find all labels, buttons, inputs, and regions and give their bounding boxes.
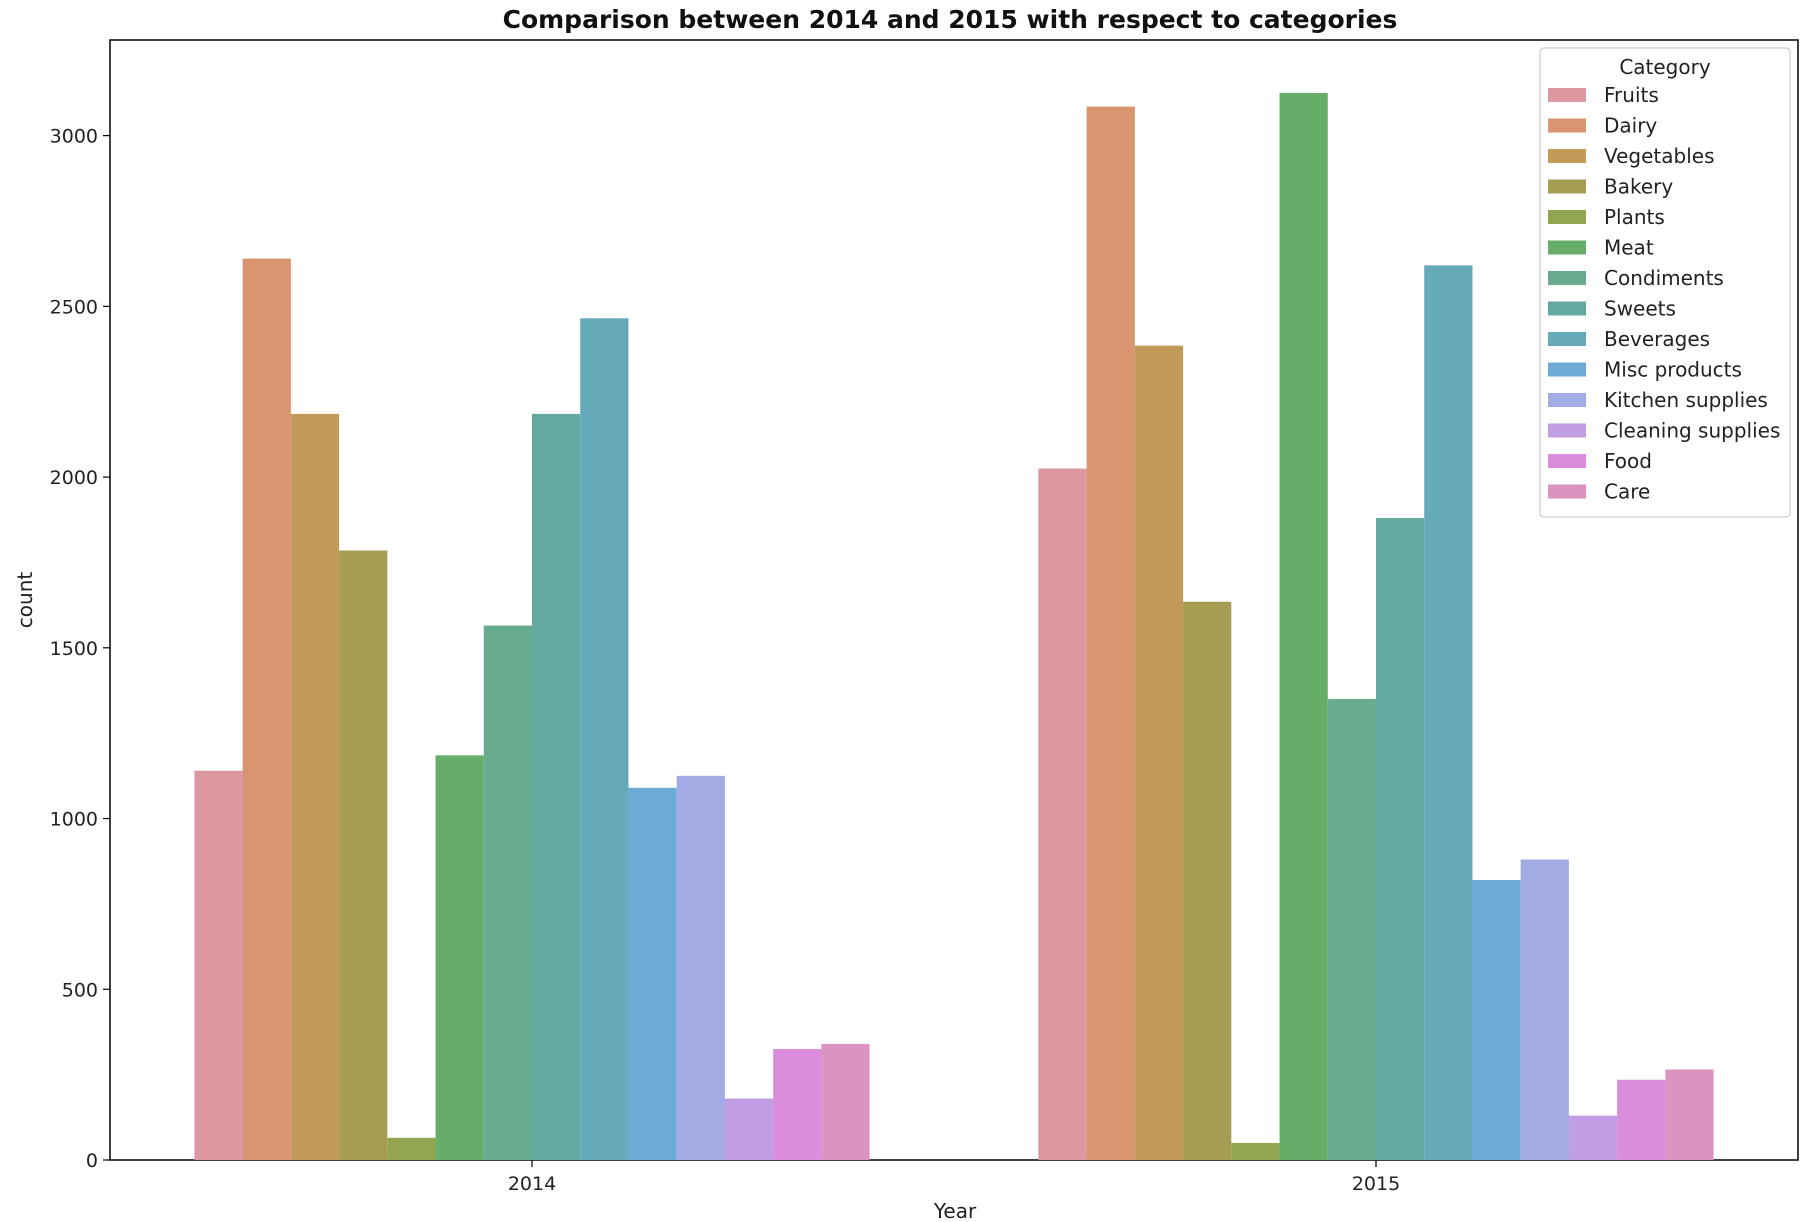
bar-meat-2015 xyxy=(1279,92,1328,1160)
bar-condiments-2014 xyxy=(483,625,532,1160)
legend-entry-label: Vegetables xyxy=(1604,144,1715,168)
bar-sweets-2014 xyxy=(532,413,581,1160)
legend-entry-label: Cleaning supplies xyxy=(1604,419,1780,443)
legend-entry-label: Plants xyxy=(1604,205,1665,229)
legend-entry-label: Kitchen supplies xyxy=(1604,388,1768,412)
legend-swatch xyxy=(1548,484,1586,499)
x-tick-label: 2014 xyxy=(508,1173,556,1195)
y-tick-label: 500 xyxy=(62,979,98,1001)
y-tick-label: 2500 xyxy=(50,296,98,318)
bar-food-2014 xyxy=(773,1049,822,1160)
y-axis-label: count xyxy=(13,572,37,629)
bar-misc-products-2014 xyxy=(628,787,677,1160)
bar-beverages-2015 xyxy=(1424,265,1473,1160)
bar-bakery-2014 xyxy=(339,550,388,1160)
bar-cleaning-supplies-2015 xyxy=(1568,1115,1618,1160)
legend-entry-label: Fruits xyxy=(1604,83,1659,107)
bar-vegetables-2015 xyxy=(1134,345,1184,1160)
legend-swatch xyxy=(1548,423,1586,438)
legend-swatch xyxy=(1548,240,1586,255)
y-axis: 0 500 1000 1500 2000 2500 3000 xyxy=(50,126,110,1172)
bar-misc-products-2015 xyxy=(1472,880,1521,1160)
legend-entry-label: Misc products xyxy=(1604,358,1742,382)
bar-kitchen-supplies-2014 xyxy=(676,775,725,1160)
legend-swatch xyxy=(1548,454,1586,468)
bars-group xyxy=(194,92,1714,1161)
x-axis-label: Year xyxy=(933,1199,977,1222)
legend-entry-label: Condiments xyxy=(1604,266,1724,290)
legend-title: Category xyxy=(1619,55,1711,79)
legend-entry-label: Food xyxy=(1604,449,1652,473)
legend-swatch xyxy=(1548,362,1586,377)
bar-bakery-2015 xyxy=(1183,601,1232,1160)
legend-entry-label: Care xyxy=(1604,480,1650,504)
legend-swatch xyxy=(1548,301,1586,316)
bar-beverages-2014 xyxy=(580,318,629,1160)
legend-swatch xyxy=(1548,149,1586,163)
legend-entry-label: Bakery xyxy=(1604,175,1673,199)
legend-swatch xyxy=(1548,88,1586,102)
y-tick-label: 3000 xyxy=(50,126,98,148)
chart-title: Comparison between 2014 and 2015 with re… xyxy=(503,5,1398,34)
legend-swatch xyxy=(1548,393,1586,407)
bar-plants-2015 xyxy=(1231,1142,1280,1160)
bar-fruits-2015 xyxy=(1038,468,1087,1160)
legend-swatch xyxy=(1548,210,1586,224)
legend-swatch xyxy=(1548,179,1586,194)
y-tick-label: 1000 xyxy=(50,809,98,831)
bar-cleaning-supplies-2014 xyxy=(724,1098,774,1160)
legend-entry-label: Dairy xyxy=(1604,114,1657,138)
bar-sweets-2015 xyxy=(1376,518,1425,1160)
y-tick-label: 2000 xyxy=(50,467,98,489)
bar-vegetables-2014 xyxy=(290,413,340,1160)
bar-care-2015 xyxy=(1665,1069,1714,1160)
bar-condiments-2015 xyxy=(1327,699,1376,1160)
legend-entry-label: Sweets xyxy=(1604,297,1676,321)
legend-frame xyxy=(1539,47,1791,518)
bar-plants-2014 xyxy=(387,1137,436,1160)
bar-meat-2014 xyxy=(435,755,484,1160)
bar-dairy-2015 xyxy=(1086,106,1135,1161)
y-tick-label: 0 xyxy=(86,1150,98,1172)
bar-care-2014 xyxy=(821,1043,870,1160)
bar-dairy-2014 xyxy=(242,258,291,1160)
legend-swatch xyxy=(1548,271,1586,285)
legend-entry-label: Meat xyxy=(1604,236,1654,260)
legend-swatch xyxy=(1548,332,1586,346)
y-tick-label: 1500 xyxy=(50,638,98,660)
legend: Category Fruits Dairy Vegetables Bakery Plant… xyxy=(1539,47,1791,518)
x-axis: 2014 2015 xyxy=(508,1160,1400,1195)
bar-fruits-2014 xyxy=(194,770,243,1160)
x-tick-label: 2015 xyxy=(1352,1173,1400,1195)
bar-kitchen-supplies-2015 xyxy=(1520,859,1569,1160)
legend-entry-label: Beverages xyxy=(1604,327,1710,351)
legend-swatch xyxy=(1548,118,1586,133)
bar-food-2015 xyxy=(1617,1079,1666,1160)
